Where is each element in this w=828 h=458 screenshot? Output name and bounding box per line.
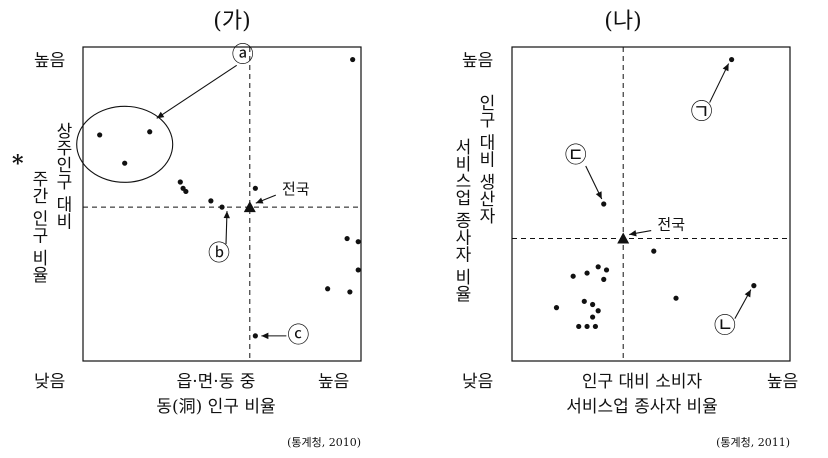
chart-ga-annot-0-label: ⓐ [232,43,254,68]
chart-na-point-17 [592,323,599,330]
chart-ga-ylabel-col2: 상주인구 대비 [52,122,72,229]
chart-na-xlabel-2: 서비스업 종사자 비율 [566,397,718,417]
chart-ga-ylabel-col1: 주간 인구 비율 [28,170,48,283]
chart-ga-point-15 [252,333,258,339]
chart-na-point-0 [729,56,735,63]
chart-ga-point-11 [355,239,361,245]
chart-ga-xlabel-2: 동(洞) 인구 비율 [156,397,275,417]
chart-na-annot-0-arrow-line [709,63,730,103]
chart-na-ref-label: 전국 [657,216,685,234]
chart-ga-point-5 [183,188,189,195]
chart-ga-point-10 [344,235,350,242]
chart-ga-annot-0-arrow-line [156,64,238,119]
chart-ga-point-1 [122,160,128,166]
chart-na-annot-0-arrow-head [722,63,729,72]
chart-ga-point-0 [97,132,103,138]
chart-ga-point-12 [355,267,361,273]
chart-ga-source: (통계청, 2010) [287,436,361,449]
chart-na-point-4 [673,295,679,301]
chart-na-frame [511,46,791,362]
chart-na-point-3 [751,283,757,289]
chart-ga-title: (가) [213,9,250,34]
chart-na-marks: 전국 ㉠㉢㉡ [512,47,790,361]
chart-na-xlabel-1: 인구 대비 소비자 [582,372,703,392]
chart-na-annot-0-label: ㉠ [691,100,713,125]
chart-ga-ref-arrow-head [255,197,264,204]
chart-ga-point-2 [147,129,153,135]
chart-ga-y-high: 높음 [34,51,65,71]
chart-ga: (가) 높음 낮음 높음 읍·면·동 중 동(洞) 인구 비율 * 주간 인구 … [12,9,362,449]
chart-na-ref-marker [617,232,630,244]
chart-ga-ref-marker [243,201,256,213]
chart-na-annot-1-arrow-head [595,191,602,199]
chart-ga-annot-1-arrow-head [223,211,230,219]
chart-na-point-6 [603,267,610,273]
chart-na-point-9 [601,276,607,282]
chart-na-point-8 [584,270,590,276]
chart-ga-point-6 [208,198,214,204]
chart-na-point-13 [553,305,560,311]
chart-na-point-12 [595,308,601,314]
chart-na-ylabel-col1: 서비스업 종사자 비율 [451,138,471,302]
chart-ga-annot-1-label: ⓑ [208,242,230,267]
chart-ga-x-high: 높음 [318,372,349,392]
chart-ga-point-13 [325,286,331,292]
chart-ga-point-7 [219,204,225,210]
chart-na-annot-2-arrow-head [744,289,751,298]
chart-ga-cluster-ellipse [76,105,174,183]
chart-na: (나) 높음 낮음 높음 인구 대비 소비자 서비스업 종사자 비율 서비스업 … [451,9,798,449]
chart-na-title: (나) [604,9,641,34]
chart-na-y-high: 높음 [462,51,493,71]
chart-na-point-7 [570,273,576,279]
chart-ga-ylabel-star: * [12,151,24,177]
chart-na-annot-2-label: ㉡ [714,314,736,339]
chart-ga-xlabel-1: 읍·면·동 중 [177,372,256,392]
chart-na-x-high: 높음 [767,372,798,392]
chart-na-point-14 [590,314,596,320]
chart-na-point-2 [651,248,657,254]
chart-ga-marks: 전국 ⓐ ⓑ ⓒ [76,43,361,361]
chart-ga-corner-low: 낮음 [34,372,65,392]
chart-ga-annot-0-arrow-head [156,111,165,119]
chart-ga-frame [82,46,362,362]
chart-na-ref-arrow-head [629,230,637,237]
chart-ga-annot-2-label: ⓒ [287,323,309,348]
chart-na-source: (통계청, 2011) [716,436,790,449]
chart-na-annot-1-label: ㉢ [565,144,587,169]
chart-ga-ref-label: 전국 [282,180,310,198]
chart-ga-point-3 [177,179,183,185]
chart-na-point-5 [595,264,601,270]
chart-na-point-11 [590,301,596,308]
chart-na-corner-low: 낮음 [462,372,493,392]
chart-ga-point-9 [350,56,356,63]
chart-ga-point-14 [347,289,353,295]
chart-na-point-15 [576,323,582,330]
chart-na-point-1 [601,201,607,207]
chart-ga-annot-2-arrow-head [261,332,269,340]
chart-na-ylabel-col2: 인구 대비 생산자 [475,94,495,224]
chart-ga-point-8 [252,185,258,191]
chart-na-point-16 [584,323,590,330]
chart-na-point-10 [581,298,587,304]
